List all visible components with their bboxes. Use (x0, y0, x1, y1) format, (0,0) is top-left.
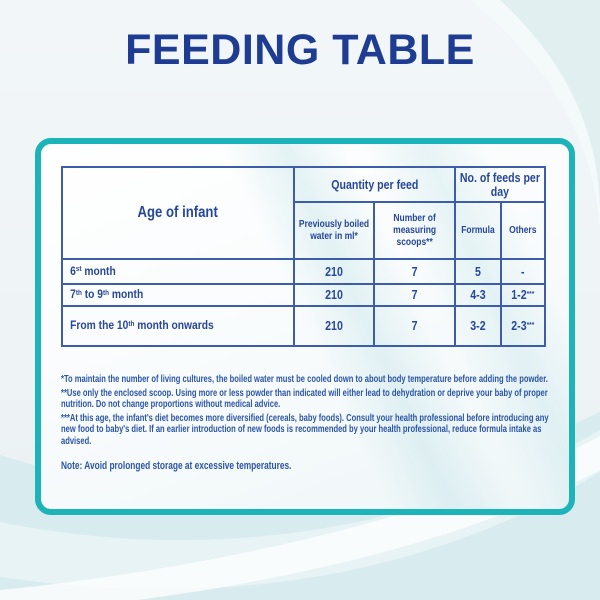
scoops-cell: 7 (372, 305, 457, 347)
age-cell: 6st month (61, 258, 295, 285)
water-cell: 210 (293, 305, 375, 347)
formula-cell: 3-2 (454, 305, 503, 347)
header-row-groups: Age of infant Quantity per feed No. of f… (61, 166, 547, 260)
col-header-others: Others (500, 201, 547, 260)
header-row-subcolumns: Previously boiled water in ml* Number of… (62, 201, 547, 260)
formula-cell: 4-3 (454, 283, 503, 307)
col-header-quantity-per-feed: Quantity per feed (292, 166, 457, 203)
others-cell: - (500, 258, 547, 285)
scoops-cell: 7 (372, 258, 457, 285)
feeding-card: Age of infant Quantity per feed No. of f… (35, 138, 575, 515)
others-cell: 1-2*** (500, 283, 547, 307)
footnote-diversified-diet: ***At this age, the infant's diet become… (61, 412, 549, 447)
age-cell: 7th to 9th month (61, 283, 295, 307)
storage-note: Note: Avoid prolonged storage at excessi… (61, 459, 292, 472)
water-cell: 210 (293, 283, 375, 307)
col-header-formula: Formula (454, 201, 503, 260)
table-row-7th-9th-month: 7th to 9th month 210 7 4-3 1-2*** (61, 283, 547, 307)
col-header-age: Age of infant (61, 166, 295, 260)
page-title: FEEDING TABLE (125, 26, 475, 74)
formula-cell: 5 (454, 258, 503, 285)
col-header-measuring-scoops: Number of measuring scoops** (372, 201, 457, 260)
others-cell: 2-3*** (500, 305, 547, 347)
table-row-6th-month: 6st month 210 7 5 - (61, 258, 547, 285)
feeding-table: Age of infant Quantity per feed No. of f… (61, 166, 547, 347)
water-cell: 210 (293, 258, 375, 285)
col-header-feeds-per-day: No. of feeds per day (454, 166, 547, 203)
age-cell: From the 10th month onwards (61, 305, 295, 347)
footnote-enclosed-scoop: **Use only the enclosed scoop. Using mor… (61, 387, 548, 411)
footnotes-block: *To maintain the number of living cultur… (61, 374, 551, 475)
scoops-cell: 7 (372, 283, 457, 307)
table-row-10th-month-onwards: From the 10th month onwards 210 7 3-2 2-… (61, 305, 547, 347)
footnote-boiled-water: *To maintain the number of living cultur… (61, 374, 548, 385)
col-header-boiled-water: Previously boiled water in ml* (293, 201, 375, 260)
